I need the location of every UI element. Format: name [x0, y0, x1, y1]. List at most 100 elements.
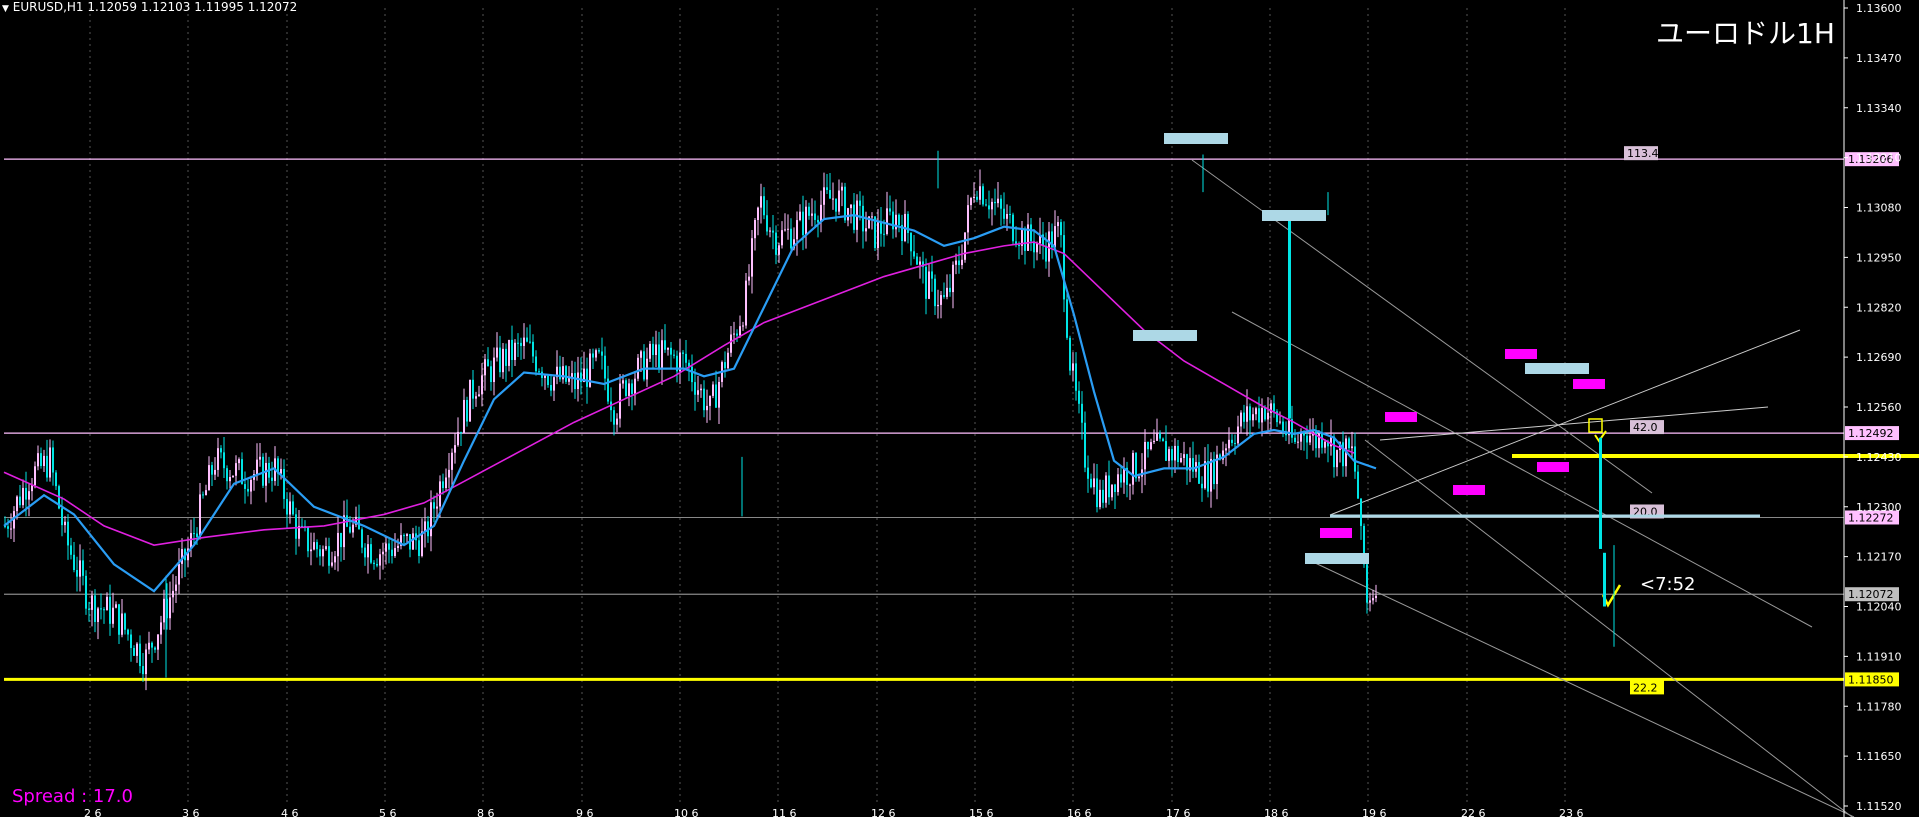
candle-body [736, 333, 738, 336]
candle-body [871, 216, 873, 218]
candle-body [493, 357, 495, 383]
candle-body [943, 295, 945, 297]
candle-body [760, 196, 762, 208]
candle-body [676, 355, 678, 372]
candle-body [574, 373, 576, 389]
candle-body [808, 206, 810, 216]
candle-body [1060, 222, 1062, 236]
candle-body [61, 508, 63, 526]
candle-body [256, 459, 258, 475]
candle-body [433, 502, 435, 509]
candle-body [1270, 403, 1272, 413]
candle-body [484, 359, 486, 376]
candle-body [16, 496, 18, 512]
candle-body [1327, 441, 1329, 447]
candle-body [19, 496, 21, 506]
candle-body [1363, 525, 1365, 565]
candle-body [466, 399, 468, 422]
candle-body [1039, 234, 1041, 244]
price-tick-label: 1.11650 [1856, 750, 1902, 763]
candle-body [319, 549, 321, 557]
trend-line-down [1312, 561, 1855, 817]
candle-body [64, 521, 66, 526]
candle-body [394, 548, 396, 557]
candle-body [55, 472, 57, 487]
spread-label: Spread : 17.0 [12, 786, 133, 807]
candle-body [490, 366, 492, 383]
candle-body [1099, 489, 1101, 508]
candle-body [412, 533, 414, 550]
candle-body [526, 337, 528, 342]
candle-body [550, 385, 552, 391]
candle-body [625, 380, 627, 396]
candle-body [982, 186, 984, 205]
candle-timer: <7:52 [1640, 574, 1696, 595]
candle-body [652, 343, 654, 355]
candle-body [907, 213, 909, 233]
price-label-text: 1.13206 [1848, 153, 1894, 166]
price-axis[interactable]: 1.13600 1.13470 1.13340 1.13210 1.13080 1.129… [1843, 0, 1902, 817]
price-tick-label: 1.11780 [1856, 700, 1902, 713]
candle-body [1351, 446, 1353, 449]
candle-body [949, 287, 951, 293]
candle-body [523, 337, 525, 346]
candle-body [211, 465, 213, 475]
candle-body [31, 485, 33, 492]
candle-body [901, 224, 903, 241]
candle-body [1330, 436, 1332, 447]
candle-body [634, 378, 636, 394]
candle-body [1249, 406, 1251, 421]
candle-body [454, 445, 456, 453]
candle-body [151, 642, 153, 648]
candle-body [1063, 235, 1065, 300]
candle-body [661, 340, 663, 369]
candle-body [127, 629, 129, 635]
candle-body [400, 535, 402, 546]
candle-body [250, 479, 252, 492]
candle-body [1234, 442, 1236, 444]
candle-body [25, 487, 27, 500]
candle-body [100, 608, 102, 610]
candle-body [247, 488, 249, 492]
candle-body [979, 186, 981, 200]
candle-body [343, 515, 345, 548]
candle-body [448, 469, 450, 478]
candle-body [1348, 438, 1350, 449]
candle-body [1213, 458, 1215, 485]
candle-body [163, 598, 165, 623]
magenta-marker [1320, 528, 1352, 538]
candle-body [1162, 438, 1164, 442]
candle-body [286, 498, 288, 515]
level-tag-box [1630, 680, 1664, 695]
candle-body [1321, 433, 1323, 448]
collapse-triangle-icon[interactable]: ▼ [2, 4, 9, 14]
candle-body [556, 366, 558, 378]
candle-body [334, 556, 336, 563]
candle-body [1069, 337, 1071, 371]
candle-body [532, 341, 534, 357]
candle-body [685, 353, 687, 363]
candle-body [733, 333, 735, 335]
candle-body [892, 211, 894, 230]
candle-body [730, 334, 732, 353]
candle-body [583, 368, 585, 383]
candle-body [643, 351, 645, 380]
candle-body [1054, 226, 1056, 248]
candle-body [859, 200, 861, 206]
candle-body [649, 343, 651, 359]
candle-body [766, 215, 768, 232]
candle-body [1276, 411, 1278, 423]
candle-body [673, 354, 675, 356]
candle-body [1183, 454, 1185, 459]
candle-body [691, 366, 693, 383]
ma-fast-line [3, 214, 1377, 593]
candle-body [568, 377, 570, 382]
time-axis[interactable]: 2 6 3 6 4 6 5 6 8 6 9 6 10 6 11 6 12 6 15 6 16 6 17… [84, 807, 1584, 817]
candle-body [1150, 442, 1152, 450]
candle-body [292, 501, 294, 515]
level-tag-text: 42.0 [1633, 421, 1658, 434]
candle-body [511, 339, 513, 360]
price-label-box [1845, 426, 1899, 441]
candle-body [142, 666, 144, 675]
